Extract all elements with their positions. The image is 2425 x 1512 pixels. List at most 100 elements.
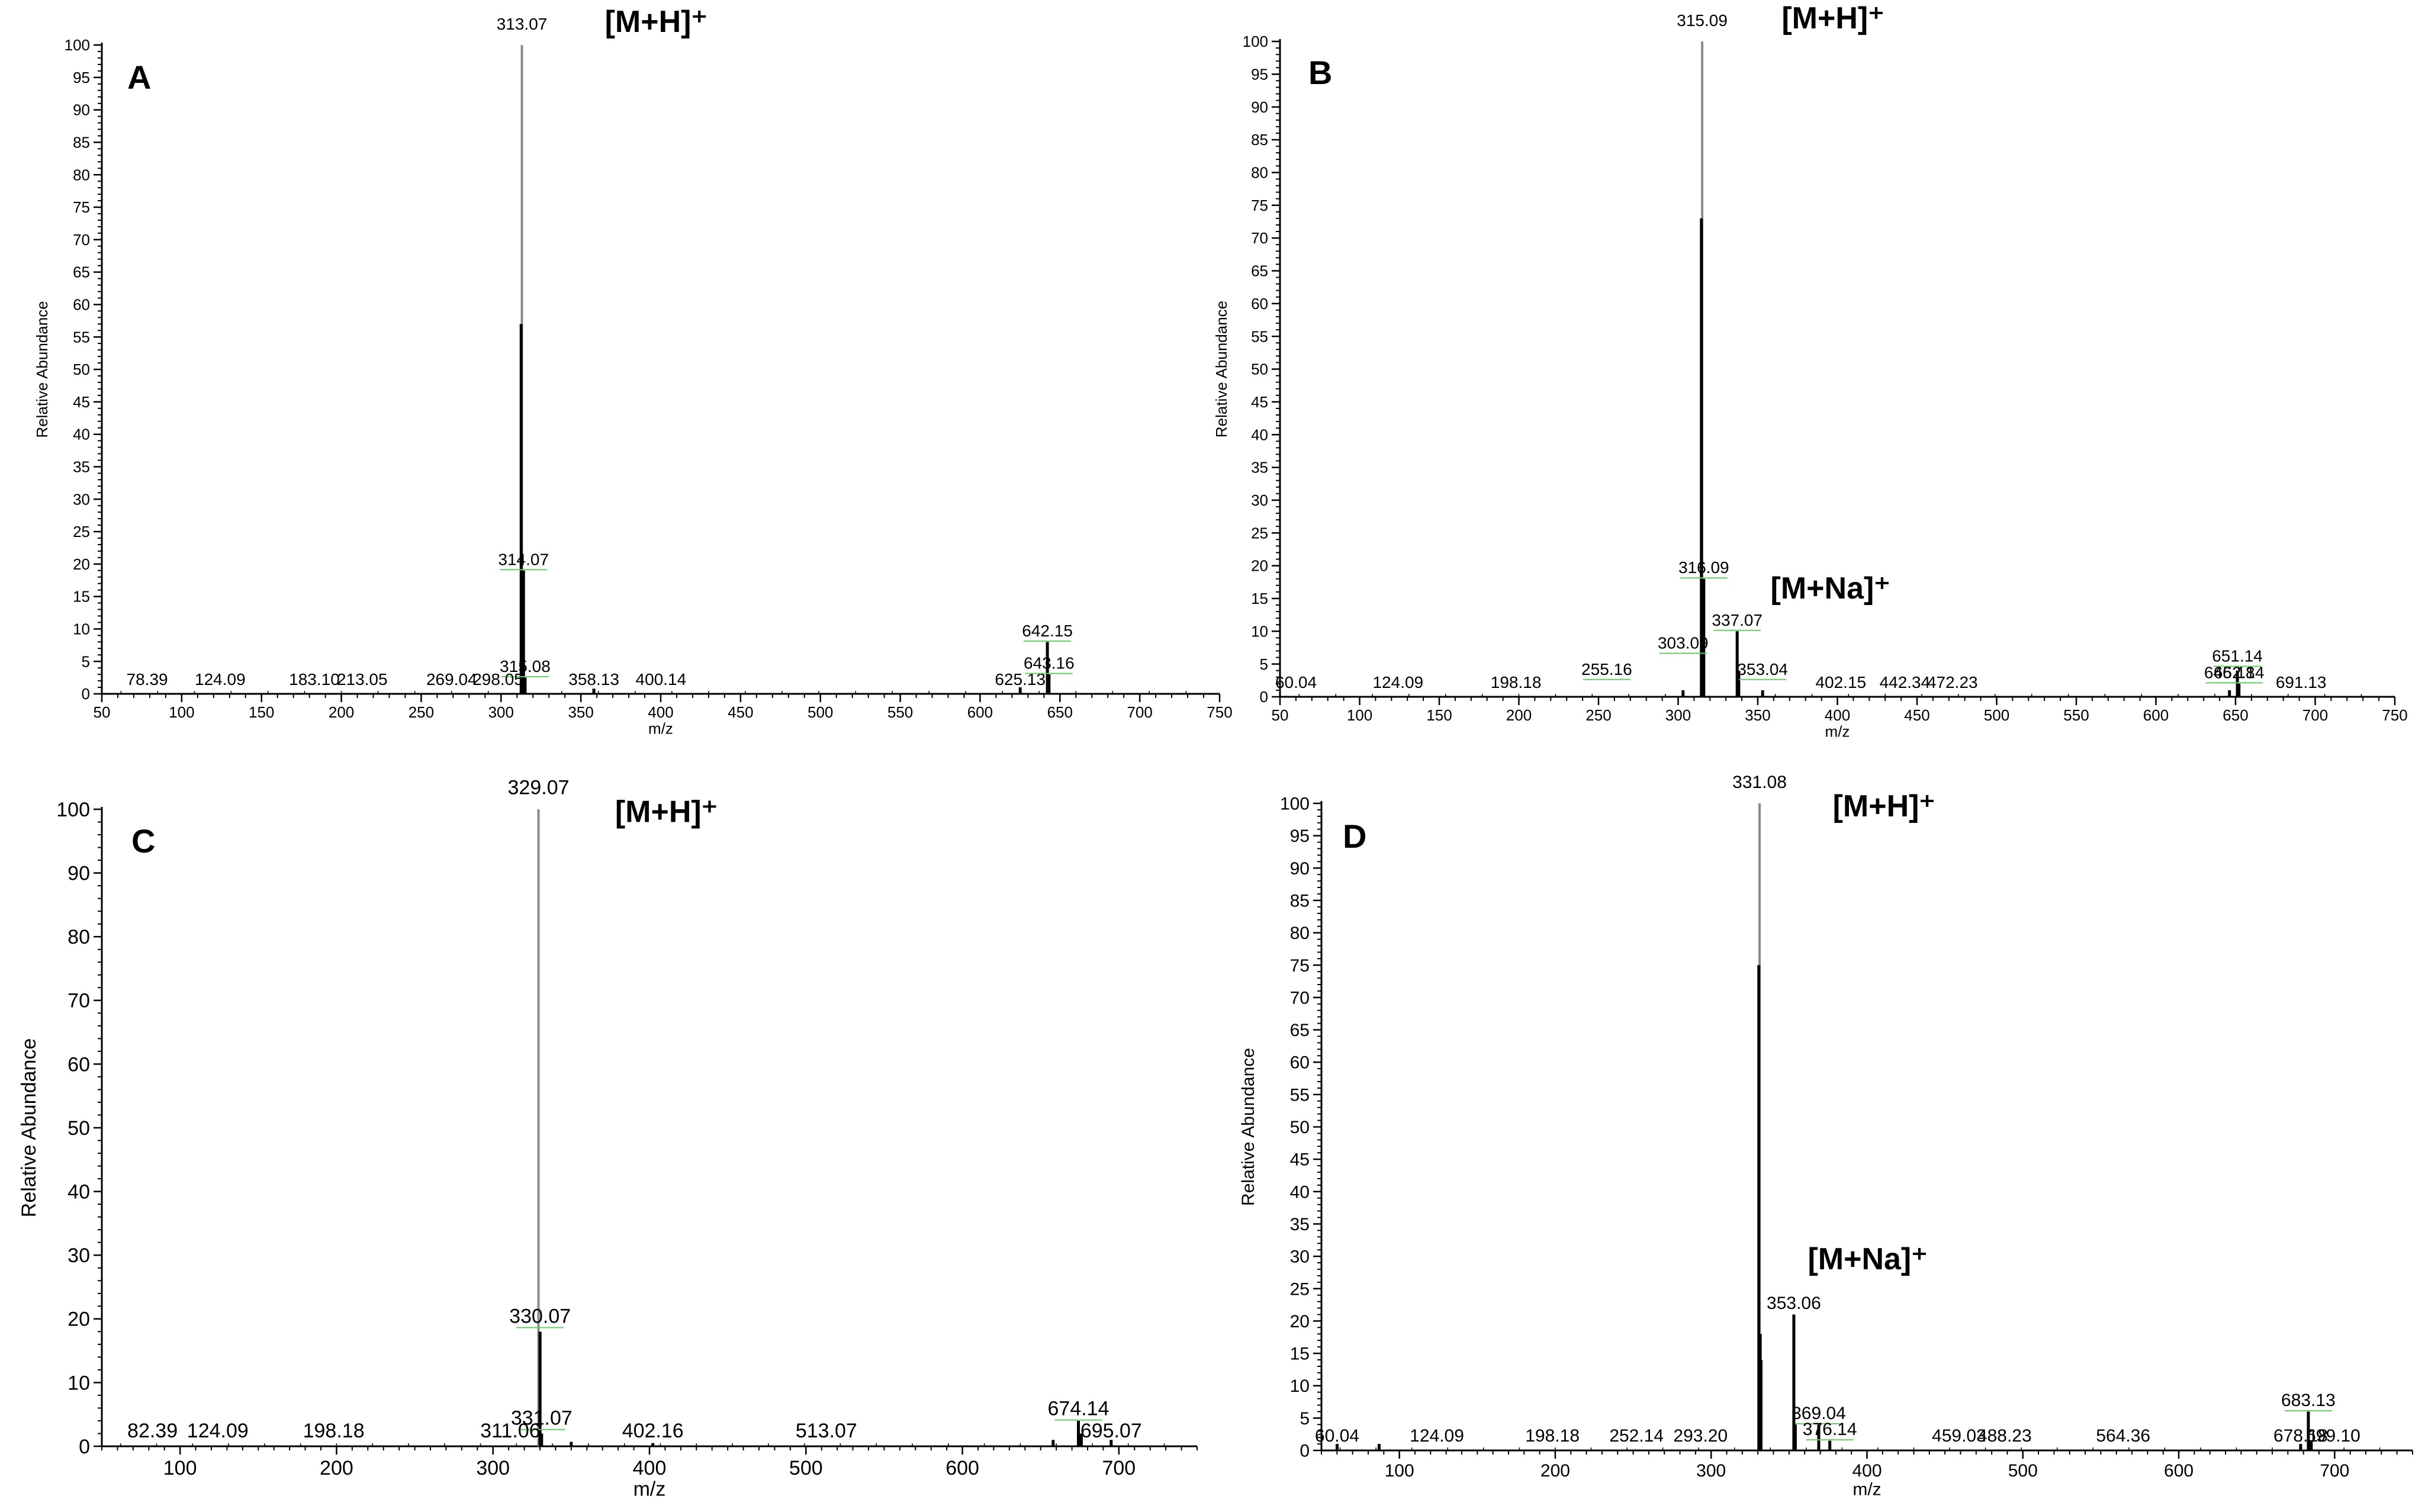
ion-annotation: [M+H]⁺ [605,5,707,39]
y-tick-label: 5 [1300,1409,1310,1429]
y-tick-label: 10 [67,1372,90,1394]
peak-label: 60.04 [1275,673,1317,691]
y-tick-label: 45 [1251,393,1268,411]
panel-letter: C [131,822,155,860]
peak-label: 651.14 [2212,647,2263,665]
x-tick-label: 400 [648,703,673,721]
y-tick-label: 80 [1251,164,1268,182]
y-tick-label: 95 [1290,826,1310,846]
y-tick-label: 80 [73,166,90,184]
y-tick-label: 30 [1290,1247,1310,1267]
peak-label: 198.18 [1491,673,1542,691]
panel-letter: D [1343,818,1366,855]
x-tick-label: 600 [2164,1461,2194,1481]
y-tick-label: 100 [65,36,90,54]
y-tick-label: 0 [82,685,90,703]
y-tick-label: 5 [82,652,90,670]
peak-label: 314.07 [498,550,549,568]
peak-label: 313.07 [497,15,548,33]
y-tick-label: 70 [1290,988,1310,1008]
y-tick-label: 90 [73,101,90,119]
y-tick-label: 30 [1251,491,1268,509]
x-tick-label: 100 [1385,1461,1414,1481]
x-tick-label: 300 [476,1457,510,1479]
x-tick-label: 250 [1585,706,1611,724]
peak-label: 78.39 [127,670,168,689]
peak-label: 255.16 [1581,660,1632,678]
x-tick-label: 50 [1272,706,1289,724]
x-tick-label: 550 [887,703,913,721]
peak-label: 369.04 [1792,1404,1846,1423]
peak-label: 82.39 [127,1420,178,1442]
peak-label: 60.04 [1315,1426,1359,1446]
peak-label: 331.08 [1732,773,1787,792]
y-tick-label: 75 [1251,197,1268,214]
peak-label: 311.06 [480,1420,540,1442]
y-tick-label: 80 [67,926,90,948]
y-tick-label: 0 [79,1436,90,1458]
y-tick-label: 60 [73,296,90,314]
peak-label: 124.09 [1410,1426,1464,1446]
x-tick-label: 450 [728,703,753,721]
y-tick-label: 15 [1290,1344,1310,1364]
x-tick-label: 700 [2320,1461,2349,1481]
peak-label: 298.05 [472,670,523,689]
y-tick-label: 40 [73,426,90,443]
x-tick-label: 200 [320,1457,353,1479]
spectrum-panel-d: 100 200 300 400 500 600 700 0 5 10 15 20 25 30 35 40 45 5… [1239,773,2413,1500]
y-axis-title: Relative Abundance [33,301,51,437]
y-tick-label: 45 [73,393,90,411]
y-tick-label: 100 [1243,33,1268,50]
y-tick-label: 60 [1290,1053,1310,1073]
x-tick-label: 100 [1347,706,1372,724]
x-tick-label: 350 [1745,706,1770,724]
peak-label: 329.07 [508,776,570,799]
x-tick-label: 500 [1984,706,2009,724]
ion-annotation: [M+H]⁺ [1781,1,1884,36]
x-tick-label: 200 [329,703,354,721]
x-tick-label: 100 [169,703,194,721]
x-tick-label: 650 [2223,706,2248,724]
y-tick-label: 100 [1280,794,1310,814]
y-tick-label: 75 [73,198,90,216]
x-tick-label: 300 [1696,1461,1726,1481]
peak-label: 315.08 [500,657,551,675]
x-tick-label: 600 [2143,706,2169,724]
x-tick-label: 550 [2063,706,2089,724]
peak-label: 252.14 [1609,1426,1664,1446]
peak-label: 124.09 [1372,673,1423,691]
x-axis-title: m/z [648,719,673,737]
y-tick-label: 20 [1251,557,1268,575]
y-tick-label: 65 [1290,1021,1310,1040]
y-tick-label: 15 [73,588,90,606]
spectrum-panel-b: 50 100 150 200 250 300 350 400 450 500 550 600 650 70… [1212,1,2408,740]
peak-label: 643.16 [1024,654,1075,673]
peak-label: 402.16 [622,1420,684,1442]
x-axis-title: m/z [1852,1480,1881,1500]
peak-label: 472.23 [1927,673,1978,691]
y-tick-label: 45 [1290,1150,1310,1170]
y-tick-label: 30 [73,490,90,508]
peak-label: 198.18 [303,1420,365,1442]
y-tick-label: 0 [1260,688,1268,706]
peak-label: 303.09 [1658,634,1709,652]
peak-label: 331.07 [511,1407,573,1430]
y-tick-label: 50 [1290,1118,1310,1137]
ion-annotation: [M+H]⁺ [615,795,718,829]
peak-label: 315.09 [1677,11,1728,30]
y-axis-title: Relative Abundance [1212,301,1230,437]
y-tick-label: 5 [1260,655,1268,673]
x-tick-label: 300 [488,703,514,721]
peak-label: 652.14 [2214,663,2265,681]
peak-label: 513.07 [796,1420,857,1442]
y-tick-label: 0 [1300,1442,1310,1461]
y-tick-label: 70 [1251,229,1268,247]
y-tick-label: 50 [73,361,90,378]
y-tick-label: 75 [1290,956,1310,976]
peak-label: 642.15 [1022,622,1073,640]
y-tick-label: 10 [1251,622,1268,640]
x-tick-label: 700 [1127,703,1152,721]
ion-annotation: [M+H]⁺ [1833,789,1935,823]
